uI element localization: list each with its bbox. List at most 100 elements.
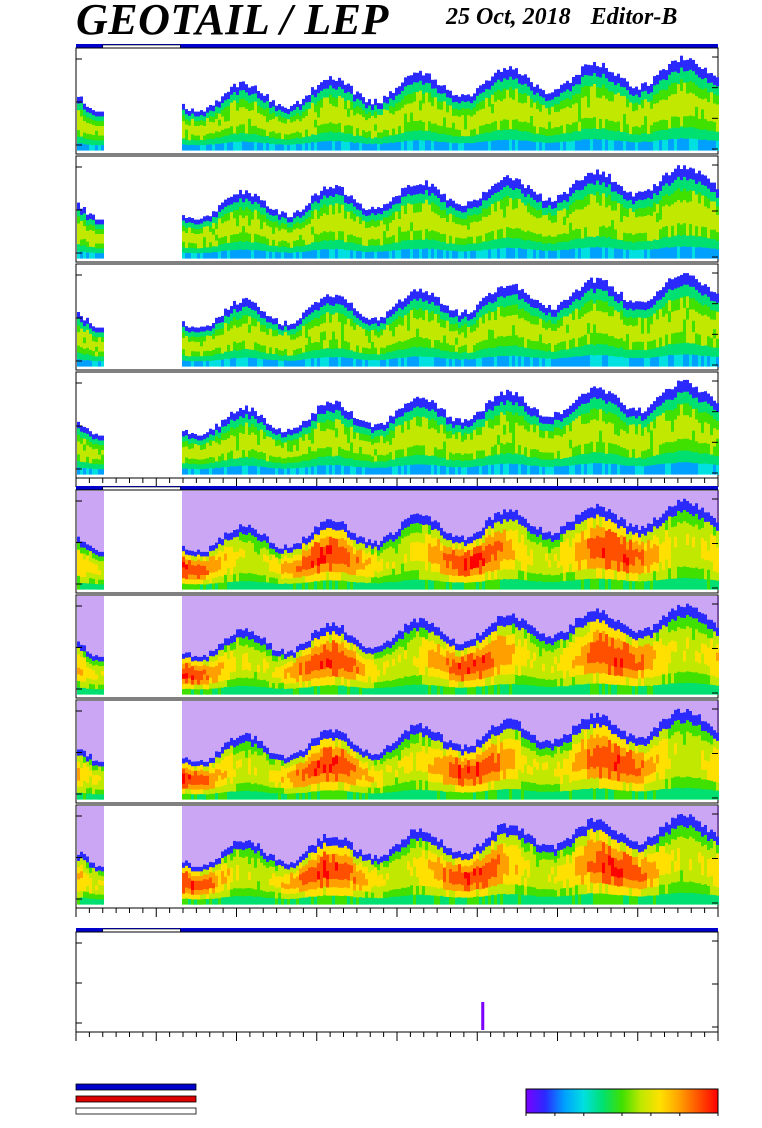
electron-duskward-cell	[596, 344, 599, 356]
electron-sunward-cell	[710, 192, 713, 202]
electron-sunward-cell	[500, 228, 503, 240]
electron-anti-sunward-cell	[272, 427, 275, 435]
electron-dawnward-cell	[389, 142, 392, 151]
electron-duskward-cell	[671, 333, 674, 345]
electron-dawnward-cell	[290, 111, 293, 118]
electron-dawnward-cell	[356, 135, 359, 144]
electron-sunward-cell	[218, 205, 221, 213]
electron-sunward-cell	[656, 186, 659, 196]
electron-sunward-cell	[221, 202, 224, 210]
electron-anti-sunward-cell	[284, 463, 287, 470]
electron-dawnward-cell	[656, 131, 659, 142]
electron-dawnward-cell	[707, 82, 710, 94]
electron-duskward-cell	[635, 309, 638, 318]
electron-sunward-cell	[536, 250, 539, 259]
electron-dawnward-cell	[290, 128, 293, 135]
electron-duskward-cell	[557, 304, 560, 314]
electron-duskward-cell	[458, 321, 461, 329]
electron-dawnward-cell	[623, 114, 626, 124]
electron-dawnward-cell	[98, 116, 101, 122]
electron-duskward-cell	[698, 303, 701, 315]
electron-sunward-cell	[452, 250, 455, 259]
electron-sunward-cell	[269, 251, 272, 259]
electron-dawnward-cell	[455, 115, 458, 124]
electron-dawnward-cell	[677, 73, 680, 85]
electron-duskward-cell	[443, 343, 446, 352]
electron-sunward-cell	[275, 251, 278, 259]
electron-ram-bar	[76, 44, 718, 49]
electron-duskward-cell	[503, 307, 506, 318]
electron-sunward-cell	[260, 214, 263, 223]
electron-sunward-cell	[221, 223, 224, 231]
electron-dawnward-cell	[521, 94, 524, 104]
electron-duskward-cell	[650, 332, 653, 342]
electron-sunward-cell	[245, 249, 248, 259]
electron-dawnward-cell	[530, 107, 533, 117]
electron-dawnward-cell	[437, 85, 440, 94]
electron-dawnward-cell	[362, 103, 365, 111]
electron-sunward-cell	[542, 229, 545, 238]
electron-dawnward-cell	[386, 96, 389, 105]
electron-dawnward-cell	[80, 123, 83, 131]
electron-anti-sunward-cell	[266, 442, 269, 450]
electron-dawnward-cell	[227, 135, 230, 144]
electron-duskward-cell	[539, 318, 542, 328]
electron-dawnward-cell	[656, 74, 659, 85]
electron-dawnward-cell	[326, 141, 329, 151]
electron-dawnward-cell	[557, 96, 560, 105]
electron-dawnward-cell	[305, 129, 308, 137]
electron-duskward-cell	[422, 310, 425, 321]
electron-dawnward-cell	[242, 132, 245, 143]
electron-sunward-cell	[455, 237, 458, 245]
electron-duskward-cell	[497, 346, 500, 357]
electron-duskward-cell	[461, 339, 464, 347]
electron-sunward-cell	[665, 226, 668, 238]
electron-duskward-cell	[614, 338, 617, 349]
electron-anti-sunward-cell	[299, 425, 302, 432]
electron-sunward-cell	[560, 226, 563, 235]
electron-dawnward-cell	[551, 113, 554, 122]
electron-dawnward-cell	[362, 143, 365, 151]
electron-sunward-cell	[386, 251, 389, 259]
electron-duskward-cell	[419, 356, 422, 367]
electron-dawnward-cell	[590, 118, 593, 130]
electron-dawnward-cell	[380, 115, 383, 122]
electron-duskward-cell	[452, 359, 455, 367]
electron-dawnward-cell	[440, 142, 443, 151]
electron-sunward-cell	[692, 224, 695, 237]
electron-duskward-cell	[503, 327, 506, 338]
electron-sunward-cell	[380, 208, 383, 215]
electron-duskward-cell	[191, 361, 194, 367]
electron-dawnward-cell	[230, 110, 233, 119]
electron-sunward-cell	[647, 249, 650, 259]
electron-sunward-cell	[428, 195, 431, 206]
electron-sunward-cell	[527, 248, 530, 259]
electron-sunward-cell	[536, 234, 539, 243]
electron-duskward-cell	[560, 301, 563, 311]
electron-duskward-cell	[254, 302, 257, 312]
electron-sunward-cell	[101, 224, 104, 230]
electron-dawnward-cell	[539, 127, 542, 136]
electron-duskward-cell	[386, 325, 389, 333]
electron-sunward-cell	[92, 236, 95, 243]
electron-duskward-cell	[182, 360, 185, 367]
electron-dawnward-cell	[386, 143, 389, 151]
electron-dawnward-cell	[668, 64, 671, 76]
electron-anti-sunward-cell	[296, 450, 299, 458]
electron-dawnward-cell	[698, 139, 701, 151]
electron-dawnward-cell	[701, 69, 704, 80]
electron-sunward-cell	[485, 249, 488, 259]
electron-sunward-cell	[212, 211, 215, 218]
electron-dawnward-cell	[98, 121, 101, 127]
electron-duskward-cell	[428, 321, 431, 332]
electron-sunward-cell	[320, 249, 323, 259]
electron-duskward-cell	[398, 316, 401, 326]
electron-duskward-cell	[650, 315, 653, 325]
electron-anti-sunward-cell	[281, 442, 284, 449]
electron-duskward-cell	[563, 324, 566, 334]
electron-sunward-cell	[683, 200, 686, 213]
electron-dawnward-cell	[206, 107, 209, 114]
electron-dawnward-cell	[92, 135, 95, 141]
electron-dawnward-cell	[701, 119, 704, 131]
electron-duskward-cell	[479, 317, 482, 327]
